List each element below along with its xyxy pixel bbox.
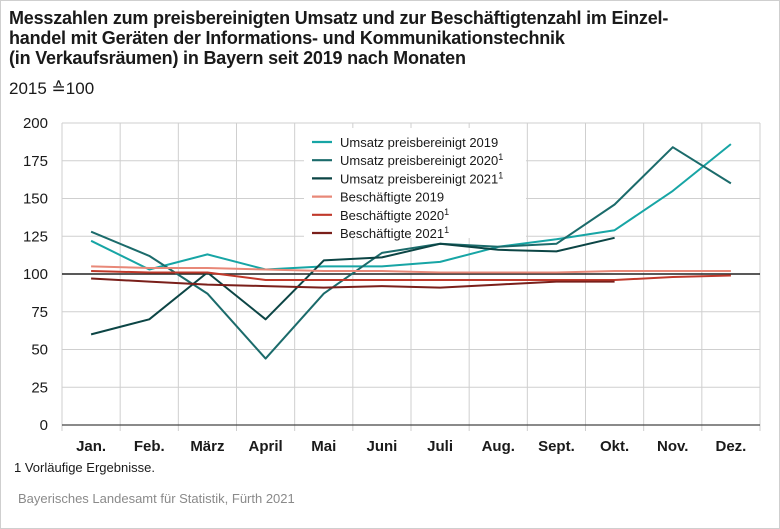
x-tick-label: Juli <box>427 438 453 455</box>
legend-footnote-marker: 1 <box>444 225 449 235</box>
y-tick-label: 125 <box>23 228 48 245</box>
y-tick-label: 25 <box>31 379 48 396</box>
chart-subtitle: 2015 ≙100 <box>9 79 95 98</box>
series-line-2 <box>90 146 732 360</box>
title-line-1: Messzahlen zum preisbereinigten Umsatz u… <box>9 8 669 28</box>
x-tick-label: März <box>190 438 224 455</box>
x-tick-label: Feb. <box>134 438 165 455</box>
footnote: 1 Vorläufige Ergebnisse. <box>14 460 155 475</box>
x-tick-label: Mai <box>311 438 336 455</box>
legend-box <box>304 128 526 238</box>
x-tick-label: Jan. <box>76 438 106 455</box>
legend-footnote-marker: 1 <box>498 170 503 180</box>
legend-label: Umsatz preisbereinigt 20211 <box>340 170 503 186</box>
legend-label: Beschäftigte 20211 <box>340 225 449 241</box>
legend-label: Umsatz preisbereinigt 2019 <box>340 135 498 150</box>
series-line-3 <box>90 236 615 336</box>
legend-label: Beschäftigte 20201 <box>340 207 449 223</box>
legend-footnote-marker: 1 <box>444 207 449 217</box>
x-tick-label: April <box>248 438 282 455</box>
x-tick-label: Juni <box>366 438 397 455</box>
y-tick-label: 0 <box>40 417 48 434</box>
y-tick-label: 200 <box>23 115 48 132</box>
legend-label: Beschäftigte 2019 <box>340 190 444 205</box>
y-tick-label: 150 <box>23 191 48 208</box>
series-line-5 <box>91 270 731 281</box>
x-tick-label: Aug. <box>482 438 515 455</box>
title-line-2: handel mit Geräten der Informations- und… <box>9 28 565 48</box>
y-tick-label: 50 <box>31 342 48 359</box>
y-tick-label: 100 <box>23 266 48 283</box>
series-line-6 <box>91 277 615 289</box>
title-line-3: (in Verkaufsräumen) in Bayern seit 2019 … <box>9 48 466 68</box>
chart-title: Messzahlen zum preisbereinigten Umsatz u… <box>9 8 769 68</box>
legend-label: Umsatz preisbereinigt 20201 <box>340 152 503 168</box>
x-tick-label: Nov. <box>657 438 688 455</box>
x-tick-label: Dez. <box>715 438 746 455</box>
series-line-1 <box>90 143 732 271</box>
legend-footnote-marker: 1 <box>498 152 503 162</box>
x-tick-label: Sept. <box>538 438 575 455</box>
source-note: Bayerisches Landesamt für Statistik, Für… <box>18 491 295 506</box>
series-line-4 <box>91 265 731 274</box>
y-tick-label: 75 <box>31 304 48 321</box>
x-tick-label: Okt. <box>600 438 629 455</box>
y-tick-label: 175 <box>23 153 48 170</box>
